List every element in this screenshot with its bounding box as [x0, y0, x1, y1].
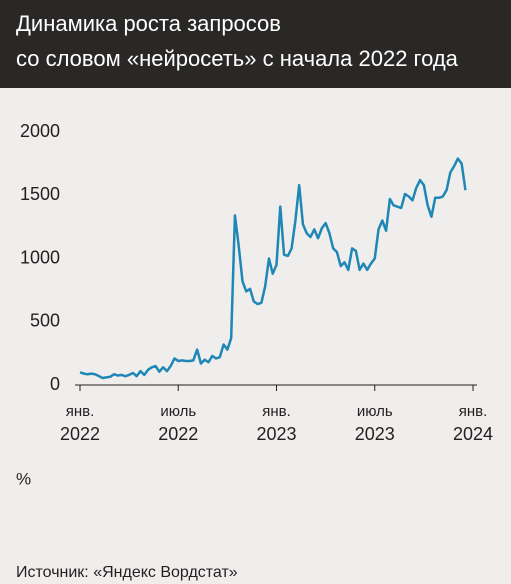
- x-tick-label: июль: [357, 403, 393, 420]
- y-tick-label: 0: [50, 374, 60, 394]
- x-tick-label: июль: [160, 403, 196, 420]
- data-line: [79, 157, 467, 380]
- x-tick-label: янв.: [459, 403, 488, 420]
- chart-title: со словом «нейросеть» с начала 2022 года: [16, 46, 459, 71]
- x-tick-label: 2022: [158, 424, 198, 444]
- x-tick-label: янв.: [262, 403, 291, 420]
- y-tick-label: 500: [30, 311, 60, 331]
- chart-title: Динамика роста запросов: [16, 11, 281, 36]
- x-tick-label: 2024: [453, 424, 493, 444]
- x-tick-label: янв.: [66, 403, 95, 420]
- x-tick-label: 2023: [355, 424, 395, 444]
- y-tick-label: 1500: [20, 184, 60, 204]
- x-tick-label: 2022: [60, 424, 100, 444]
- source: Источник: «Яндекс Вордстат»: [16, 564, 238, 581]
- header: [0, 0, 511, 88]
- y-tick-label: 2000: [20, 121, 60, 141]
- y-tick-label: 1000: [20, 247, 60, 267]
- y-axis-label: %: [16, 469, 31, 488]
- x-tick-label: 2023: [256, 424, 296, 444]
